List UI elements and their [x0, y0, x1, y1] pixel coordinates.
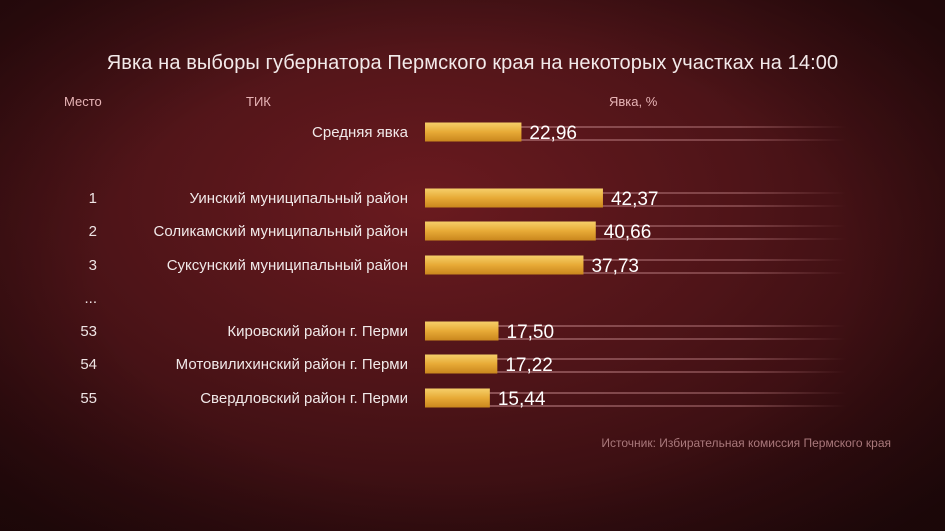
rank-label: ...	[84, 290, 97, 307]
header-tik: ТИК	[246, 94, 271, 109]
track-line	[425, 192, 846, 194]
track-line	[425, 371, 846, 373]
bar	[425, 388, 490, 408]
value-label: 42,37	[611, 189, 659, 210]
value-label: 37,73	[591, 256, 639, 277]
rank-label: 55	[80, 390, 97, 407]
header-turnout: Явка, %	[609, 94, 658, 109]
header-rank: Место	[64, 94, 102, 109]
track-line	[425, 405, 846, 407]
source-note: Источник: Избирательная комиссия Пермско…	[601, 436, 891, 450]
bar	[425, 255, 584, 275]
track-line	[425, 139, 846, 141]
track-line	[425, 358, 846, 360]
category-label: Средняя явка	[312, 124, 409, 141]
rank-label: 2	[89, 223, 97, 240]
bar	[425, 122, 522, 142]
value-label: 22,96	[529, 123, 577, 144]
category-label: Соликамский муниципальный район	[154, 223, 408, 240]
category-label: Суксунский муниципальный район	[167, 257, 408, 274]
track-line	[425, 205, 846, 207]
track-line	[425, 126, 846, 128]
value-label: 15,44	[498, 389, 546, 410]
track-line	[425, 338, 846, 340]
rank-label: 1	[89, 190, 97, 207]
bar	[425, 321, 499, 341]
category-label: Мотовилихинский район г. Перми	[176, 356, 408, 373]
value-label: 17,50	[507, 322, 555, 343]
value-label: 40,66	[604, 222, 652, 243]
bar	[425, 188, 603, 208]
category-label: Свердловский район г. Перми	[200, 390, 408, 407]
track-line	[425, 225, 846, 227]
rank-label: 3	[89, 257, 97, 274]
category-label: Кировский район г. Перми	[227, 323, 408, 340]
category-label: Уинский муниципальный район	[190, 190, 408, 207]
chart-title: Явка на выборы губернатора Пермского кра…	[106, 52, 839, 74]
track-line	[425, 325, 846, 327]
track-line	[425, 238, 846, 240]
bar	[425, 221, 596, 241]
track-line	[425, 259, 846, 261]
track-line	[425, 392, 846, 394]
bar	[425, 354, 498, 374]
track-line	[425, 272, 846, 274]
value-label: 17,22	[505, 355, 553, 376]
rank-label: 54	[80, 356, 97, 373]
rank-label: 53	[80, 323, 97, 340]
